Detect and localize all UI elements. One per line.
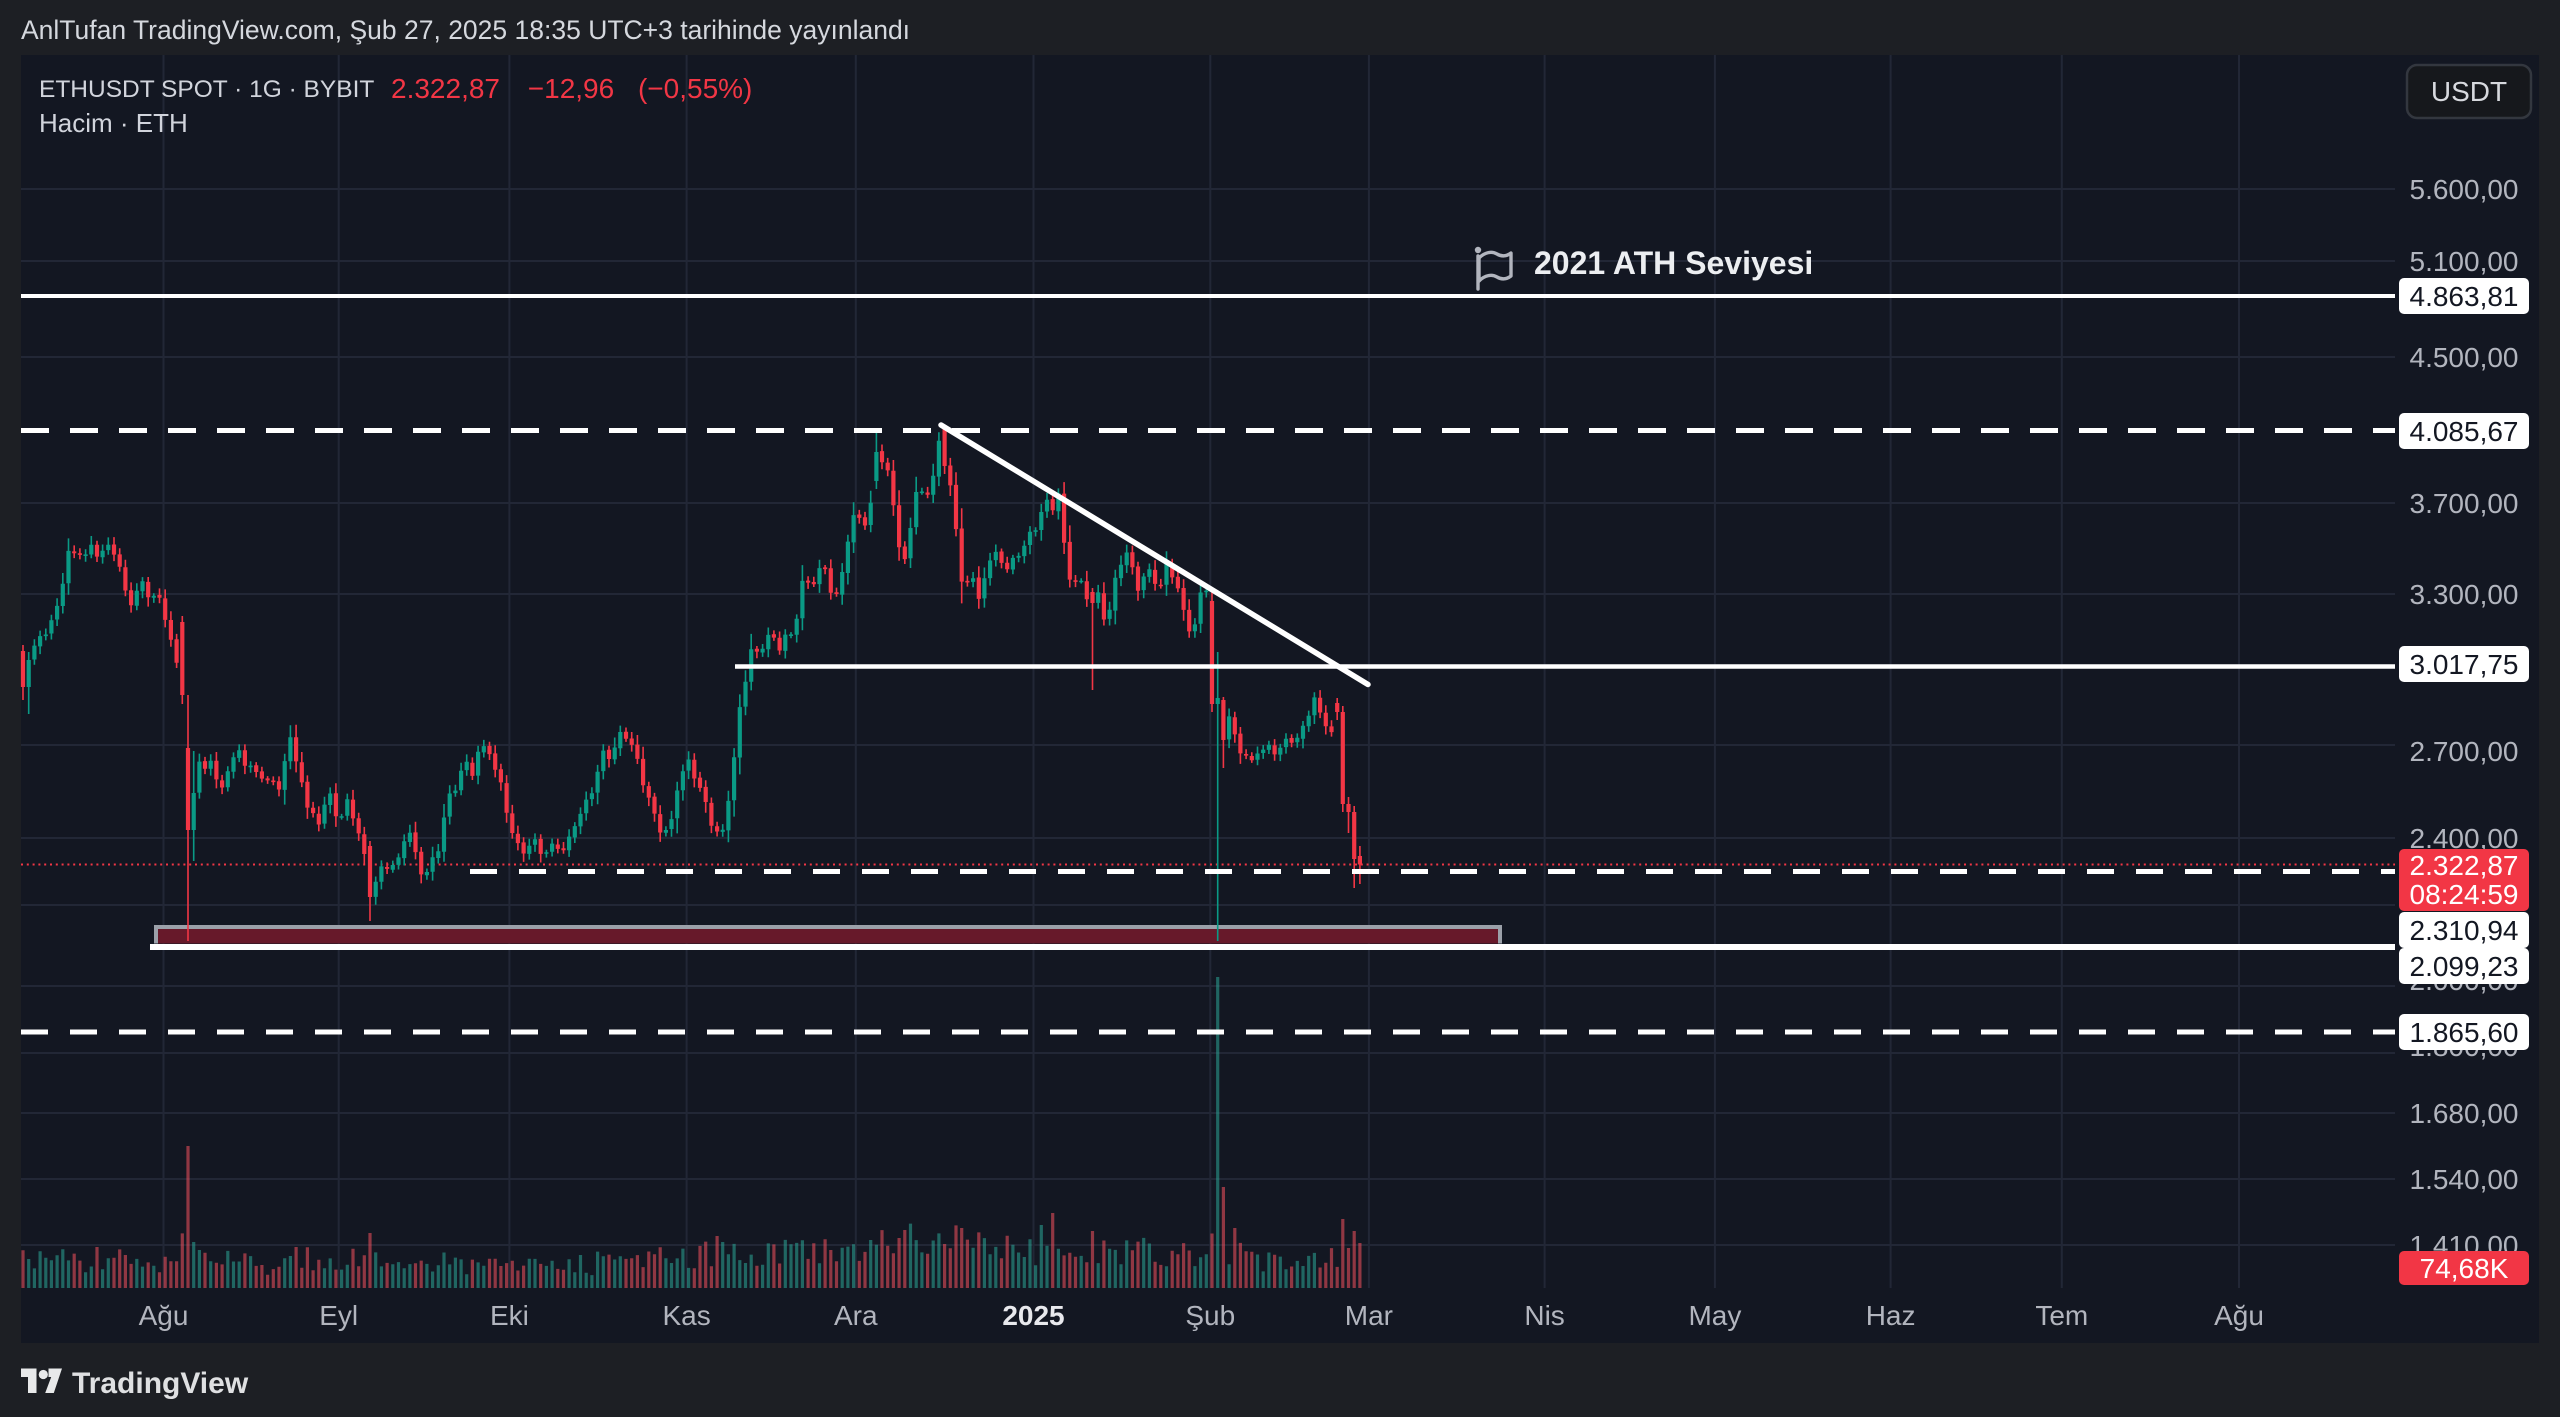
svg-text:2.310,94: 2.310,94 xyxy=(2410,915,2519,946)
svg-text:Ara: Ara xyxy=(834,1300,878,1331)
svg-text:Nis: Nis xyxy=(1524,1300,1564,1331)
svg-text:3.300,00: 3.300,00 xyxy=(2410,579,2519,610)
svg-text:2.322,87 −12,96 (−0,55%): 2.322,87 −12,96 (−0,55%) xyxy=(391,73,752,104)
svg-text:Ağu: Ağu xyxy=(139,1300,189,1331)
svg-text:1.865,60: 1.865,60 xyxy=(2410,1017,2519,1048)
svg-text:2025: 2025 xyxy=(1002,1300,1064,1331)
svg-text:ETHUSDT SPOT · 1G · BYBIT: ETHUSDT SPOT · 1G · BYBIT xyxy=(39,76,374,103)
svg-text:AnlTufan TradingView.com, Şub: AnlTufan TradingView.com, Şub 27, 2025 1… xyxy=(21,15,910,45)
svg-text:2.400,00: 2.400,00 xyxy=(2410,823,2519,854)
svg-text:2.322,87: 2.322,87 xyxy=(2410,850,2519,881)
svg-text:Kas: Kas xyxy=(662,1300,710,1331)
svg-text:May: May xyxy=(1688,1300,1741,1331)
svg-text:5.600,00: 5.600,00 xyxy=(2410,174,2519,205)
svg-text:4.085,67: 4.085,67 xyxy=(2410,416,2519,447)
svg-text:74,68K: 74,68K xyxy=(2420,1253,2509,1284)
svg-text:2.099,23: 2.099,23 xyxy=(2410,951,2519,982)
svg-text:Eki: Eki xyxy=(490,1300,529,1331)
svg-text:Şub: Şub xyxy=(1185,1300,1235,1331)
svg-text:Eyl: Eyl xyxy=(319,1300,358,1331)
svg-text:TradingView: TradingView xyxy=(72,1367,249,1400)
svg-text:4.500,00: 4.500,00 xyxy=(2410,342,2519,373)
svg-text:Haz: Haz xyxy=(1866,1300,1916,1331)
svg-text:Ağu: Ağu xyxy=(2214,1300,2264,1331)
svg-text:3.017,75: 3.017,75 xyxy=(2410,649,2519,680)
svg-text:08:24:59: 08:24:59 xyxy=(2410,879,2519,910)
svg-text:Hacim · ETH: Hacim · ETH xyxy=(39,108,188,138)
svg-text:2.700,00: 2.700,00 xyxy=(2410,736,2519,767)
svg-text:2021 ATH Seviyesi: 2021 ATH Seviyesi xyxy=(1534,245,1813,281)
svg-text:5.100,00: 5.100,00 xyxy=(2410,246,2519,277)
svg-text:4.863,81: 4.863,81 xyxy=(2410,281,2519,312)
svg-text:1.540,00: 1.540,00 xyxy=(2410,1164,2519,1195)
svg-text:3.700,00: 3.700,00 xyxy=(2410,488,2519,519)
svg-text:1.680,00: 1.680,00 xyxy=(2410,1098,2519,1129)
svg-text:Mar: Mar xyxy=(1345,1300,1393,1331)
svg-text:USDT: USDT xyxy=(2431,76,2507,107)
svg-text:Tem: Tem xyxy=(2035,1300,2088,1331)
